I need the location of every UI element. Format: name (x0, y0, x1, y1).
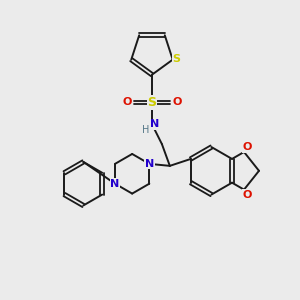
Text: H: H (142, 125, 150, 135)
Text: O: O (172, 98, 182, 107)
Text: S: S (173, 54, 181, 64)
Text: S: S (148, 96, 157, 109)
Text: O: O (242, 190, 252, 200)
Text: O: O (242, 142, 252, 152)
Text: O: O (122, 98, 132, 107)
Text: N: N (145, 159, 154, 169)
Text: N: N (150, 119, 160, 129)
Text: N: N (110, 179, 120, 189)
